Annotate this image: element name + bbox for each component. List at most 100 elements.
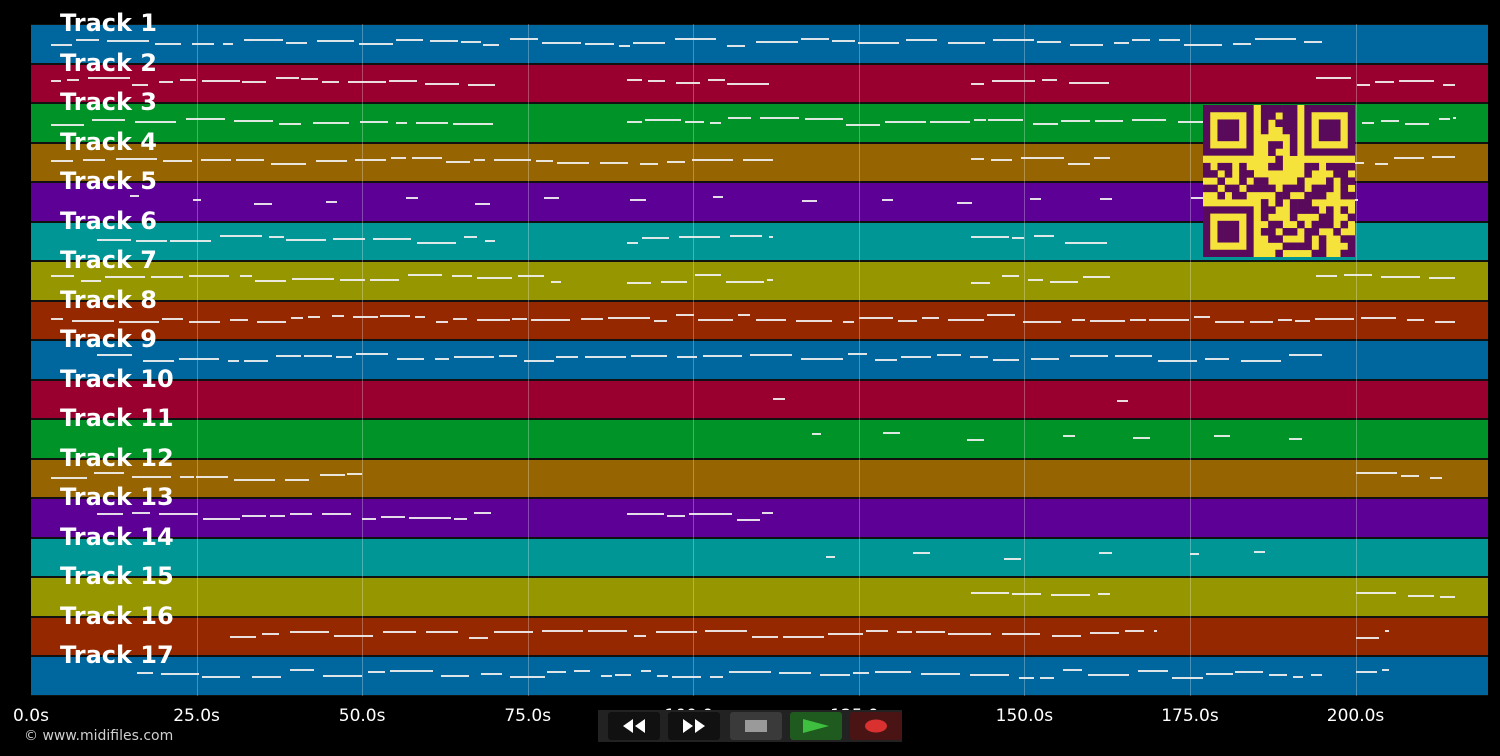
note-mark: [585, 43, 614, 46]
track-lane-16[interactable]: [31, 617, 1488, 655]
note-mark: [1033, 123, 1059, 126]
track-label: Track 5: [60, 167, 158, 195]
note-mark: [424, 82, 459, 85]
note-mark: [1138, 670, 1169, 673]
note-mark: [1315, 275, 1337, 278]
track-lane-9[interactable]: [31, 341, 1488, 379]
note-mark: [369, 279, 400, 282]
note-mark: [136, 671, 153, 674]
note-mark: [1193, 315, 1210, 318]
note-mark: [712, 196, 724, 199]
note-mark: [897, 320, 918, 323]
note-mark: [948, 633, 991, 636]
note-mark: [417, 241, 456, 244]
note-mark: [642, 237, 670, 240]
note-mark: [762, 511, 773, 514]
note-mark: [1036, 41, 1061, 44]
track-lane-13[interactable]: [31, 499, 1488, 537]
grid-line: [1355, 24, 1357, 696]
track-label: Track 11: [60, 404, 174, 432]
note-mark: [1061, 120, 1091, 123]
rewind-button[interactable]: [608, 712, 660, 740]
note-mark: [469, 637, 488, 640]
note-mark: [971, 158, 985, 161]
record-button[interactable]: [850, 712, 902, 740]
note-mark: [772, 397, 785, 400]
note-mark: [639, 163, 658, 166]
note-mark: [677, 356, 697, 359]
track-lane-15[interactable]: [31, 578, 1488, 616]
note-mark: [201, 675, 241, 678]
grid-line: [858, 24, 860, 696]
note-mark: [473, 512, 491, 515]
note-mark: [1439, 595, 1455, 598]
note-mark: [1429, 276, 1455, 279]
note-mark: [1380, 276, 1421, 279]
track-lane-2[interactable]: [31, 64, 1488, 102]
track-label: Track 8: [60, 285, 158, 314]
note-mark: [1355, 637, 1379, 640]
note-mark: [1214, 320, 1244, 323]
note-mark: [512, 318, 527, 321]
track-lane-12[interactable]: [31, 459, 1488, 497]
note-mark: [1452, 116, 1456, 119]
note-mark: [135, 121, 177, 124]
note-mark: [801, 38, 830, 41]
note-mark: [913, 552, 931, 555]
note-mark: [1049, 280, 1078, 283]
note-mark: [97, 354, 133, 356]
note-mark: [454, 517, 467, 520]
note-mark: [292, 277, 334, 280]
note-mark: [222, 42, 234, 45]
note-mark: [751, 636, 778, 639]
note-mark: [290, 631, 330, 634]
note-mark: [1354, 199, 1358, 202]
note-mark: [1429, 477, 1442, 480]
note-mark: [948, 319, 985, 322]
note-mark: [1063, 434, 1076, 437]
note-mark: [271, 163, 306, 166]
note-mark: [783, 635, 825, 638]
note-mark: [279, 122, 302, 125]
note-mark: [473, 158, 486, 161]
note-mark: [396, 358, 425, 361]
grid-line: [693, 24, 695, 696]
note-mark: [480, 673, 502, 676]
track-lane-11[interactable]: [31, 420, 1488, 458]
note-mark: [202, 80, 240, 83]
note-mark: [434, 357, 450, 360]
note-mark: [50, 44, 72, 47]
note-mark: [1012, 237, 1025, 240]
note-mark: [843, 320, 854, 323]
note-mark: [321, 81, 339, 84]
track-lane-14[interactable]: [31, 538, 1488, 576]
note-mark: [556, 161, 589, 164]
note-mark: [179, 78, 197, 81]
note-mark: [255, 279, 286, 282]
note-mark: [1406, 319, 1424, 322]
note-mark: [87, 76, 130, 79]
note-mark: [647, 80, 666, 83]
stop-button[interactable]: [730, 712, 782, 740]
note-mark: [50, 123, 84, 126]
track-lane-17[interactable]: [31, 657, 1488, 695]
note-mark: [143, 359, 174, 362]
fast-forward-button[interactable]: [668, 712, 720, 740]
note-mark: [991, 80, 1035, 83]
note-mark: [1314, 318, 1355, 321]
note-mark: [737, 314, 751, 317]
note-mark: [684, 121, 704, 124]
note-mark: [971, 281, 991, 284]
track-label: Track 15: [60, 562, 174, 590]
note-mark: [331, 314, 344, 317]
note-mark: [992, 39, 1034, 42]
note-mark: [1250, 320, 1274, 323]
track-lane-1[interactable]: [31, 25, 1488, 63]
track-lane-10[interactable]: [31, 380, 1488, 418]
time-tick-label: 75.0s: [504, 706, 552, 726]
note-mark: [679, 236, 721, 239]
note-mark: [967, 439, 984, 442]
note-mark: [499, 355, 518, 358]
play-button[interactable]: [790, 712, 842, 740]
note-mark: [630, 199, 646, 201]
